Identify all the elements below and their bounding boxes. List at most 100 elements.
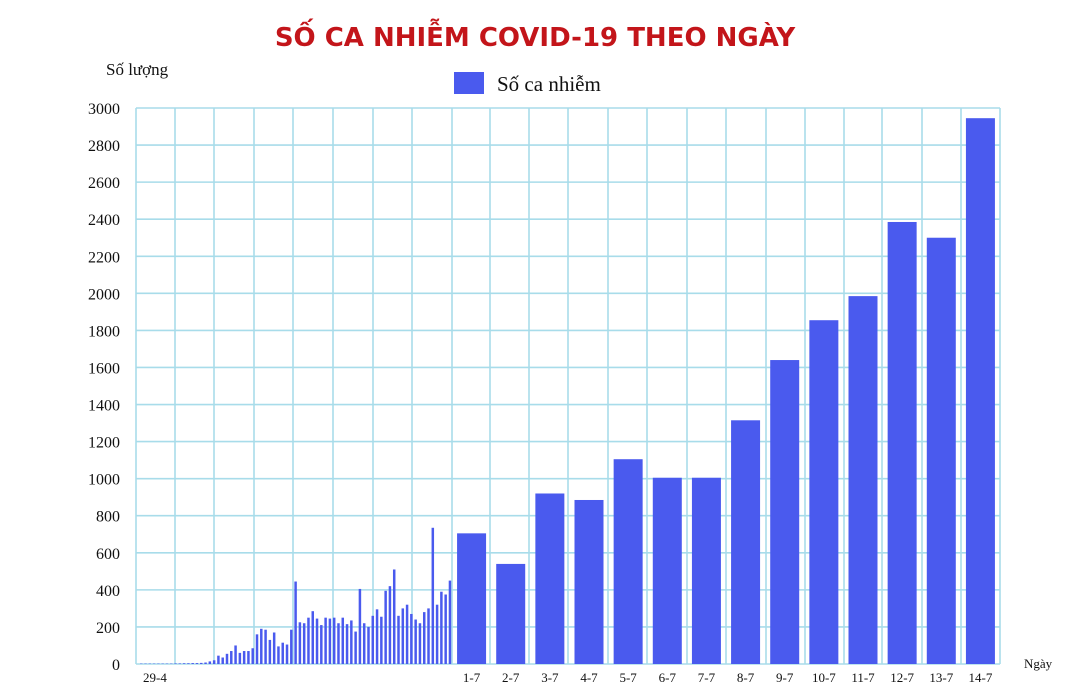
early-bar	[431, 527, 435, 664]
early-bar	[264, 629, 267, 664]
early-bar	[367, 626, 370, 664]
x-tick-label: 1-7	[463, 670, 481, 685]
early-bar	[277, 646, 280, 664]
bar-10-7	[809, 320, 839, 664]
early-bar	[281, 642, 284, 664]
early-bar	[345, 624, 349, 664]
x-tick-label: 6-7	[659, 670, 677, 685]
early-bar	[242, 651, 246, 664]
bar-13-7	[926, 237, 956, 665]
bar-8-7	[731, 420, 761, 664]
early-bar	[435, 604, 439, 664]
y-tick-label: 1000	[88, 472, 120, 489]
y-tick-label: 1400	[88, 398, 120, 415]
bar-3-7	[535, 493, 565, 664]
early-bar	[414, 619, 417, 664]
bar-12-7	[887, 221, 917, 665]
bar-5-7	[613, 459, 643, 664]
early-bar	[354, 631, 357, 664]
early-bar	[397, 615, 400, 664]
early-bar	[302, 623, 306, 664]
x-tick-label: 8-7	[737, 670, 755, 685]
early-bar	[401, 608, 405, 664]
early-bar	[422, 612, 426, 664]
early-bar	[191, 663, 194, 664]
bar-4-7	[574, 499, 604, 664]
early-bar	[444, 594, 447, 664]
y-tick-label: 3000	[88, 101, 120, 118]
early-bar	[174, 663, 177, 664]
early-bar	[268, 639, 272, 664]
legend: Số ca nhiễm	[454, 72, 601, 96]
x-tick-label: 13-7	[929, 670, 953, 685]
x-tick-label: 3-7	[541, 670, 559, 685]
early-bar	[294, 581, 297, 664]
early-bar	[371, 615, 375, 664]
early-bar	[384, 590, 387, 664]
y-tick-label: 1800	[88, 323, 120, 340]
x-tick-label: 5-7	[619, 670, 637, 685]
x-tick-label: 4-7	[580, 670, 598, 685]
y-tick-label: 1600	[88, 360, 120, 377]
early-bar	[208, 661, 212, 664]
early-bar	[290, 629, 293, 664]
gridlines	[135, 107, 1001, 665]
x-axis-title: Ngày	[1024, 656, 1053, 671]
y-tick-label: 1200	[88, 435, 120, 452]
legend-label: Số ca nhiễm	[497, 72, 601, 96]
x-tick-label-start: 29-4	[143, 670, 167, 685]
y-tick-label: 2000	[88, 286, 120, 303]
early-bar	[358, 588, 362, 664]
y-tick-label: 2200	[88, 249, 120, 266]
y-tick-label: 200	[96, 620, 120, 637]
chart-title: SỐ CA NHIỄM COVID-19 THEO NGÀY	[275, 17, 797, 53]
early-bar	[221, 657, 224, 664]
bar-2-7	[496, 563, 526, 664]
early-bar	[328, 618, 332, 664]
early-bar	[380, 616, 383, 664]
x-tick-label: 11-7	[851, 670, 875, 685]
x-tick-label: 10-7	[812, 670, 836, 685]
early-bar	[234, 645, 237, 664]
early-bar	[285, 644, 289, 664]
early-bar	[260, 628, 263, 664]
early-bar	[182, 663, 186, 664]
early-bar	[350, 620, 353, 664]
x-tick-label: 7-7	[698, 670, 716, 685]
early-bar	[392, 569, 396, 664]
early-bar	[212, 660, 216, 664]
x-tick-label: 14-7	[969, 670, 993, 685]
early-bar	[251, 648, 254, 664]
early-bar	[337, 623, 340, 664]
early-bar	[178, 663, 182, 664]
early-bar	[375, 609, 379, 664]
bar-9-7	[770, 360, 800, 664]
y-tick-label: 600	[96, 546, 120, 563]
early-bar	[247, 651, 250, 664]
early-bar	[448, 580, 452, 664]
legend-swatch	[454, 72, 484, 94]
early-bar	[427, 608, 430, 664]
early-bar	[405, 604, 409, 664]
x-tick-label: 9-7	[776, 670, 794, 685]
early-bar	[388, 586, 392, 664]
early-bar	[217, 655, 220, 664]
early-bar	[315, 618, 319, 664]
early-bar	[225, 653, 229, 664]
early-bar	[255, 634, 259, 664]
early-bar	[187, 663, 190, 664]
y-tick-label: 2400	[88, 212, 120, 229]
bar-1-7	[457, 533, 487, 664]
bar-6-7	[652, 477, 682, 664]
early-bar	[418, 623, 422, 664]
y-axis-ticks: 0 200 400 600 800 1000 1200 1400 1600 1800 2000 220…	[88, 101, 120, 674]
bar-7-7	[691, 477, 721, 664]
early-bar	[230, 651, 233, 664]
y-tick-label: 2800	[88, 138, 120, 155]
bar-14-7	[965, 118, 995, 664]
early-bar	[320, 625, 323, 664]
y-tick-label: 0	[112, 657, 120, 674]
x-tick-label: 2-7	[502, 670, 520, 685]
bar-11-7	[848, 296, 878, 664]
y-tick-label: 2600	[88, 175, 120, 192]
